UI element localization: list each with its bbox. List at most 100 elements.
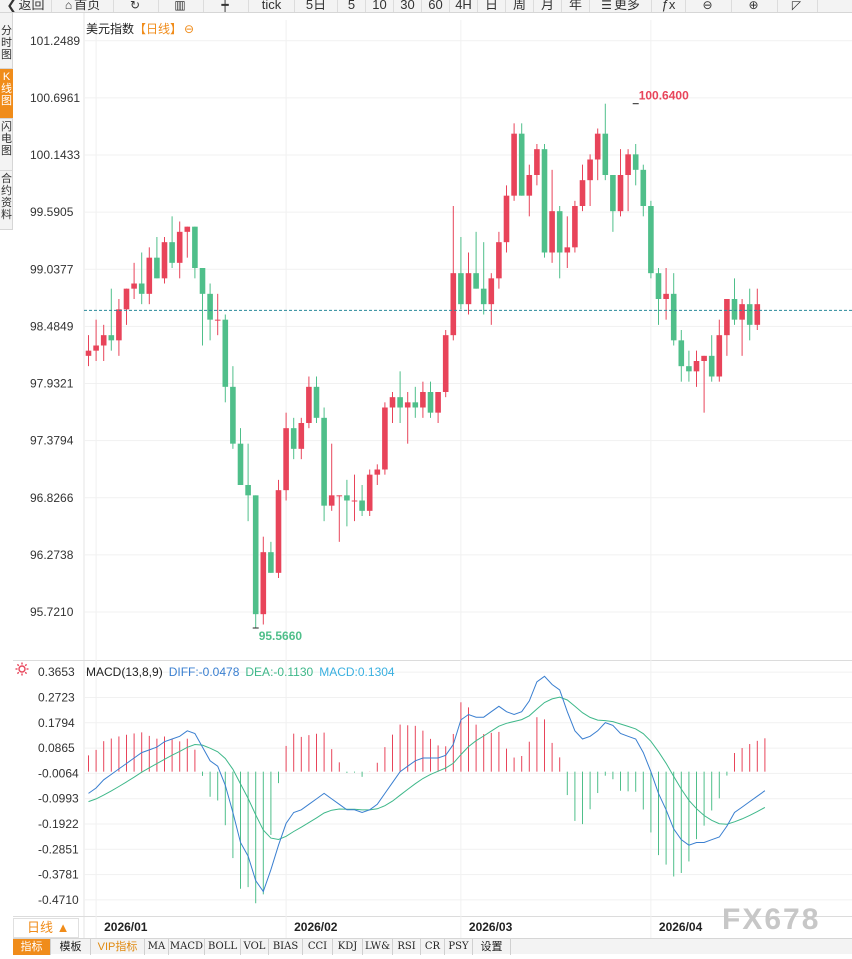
candle-body[interactable] <box>382 407 388 470</box>
zoom-out-button[interactable]: ⊖ <box>686 0 732 12</box>
candle-body[interactable] <box>404 402 411 408</box>
candle-body[interactable] <box>708 355 715 377</box>
side-tab-1[interactable]: K线图 <box>0 69 13 119</box>
candle-body[interactable] <box>442 335 449 392</box>
candle-body[interactable] <box>321 417 327 506</box>
candle-body[interactable] <box>131 283 137 289</box>
period-year[interactable]: 年 <box>562 0 590 12</box>
indicator-tab-7[interactable]: BIAS <box>269 939 303 955</box>
candle-body[interactable] <box>435 392 441 413</box>
candle-body[interactable] <box>351 500 358 502</box>
indicator-tab-8[interactable]: CCI <box>303 939 333 955</box>
candle-body[interactable] <box>199 268 206 294</box>
indicator-tab-0[interactable]: 指标 <box>13 939 51 955</box>
chart-type-button[interactable]: ▥ <box>159 0 204 12</box>
indicator-tab-14[interactable]: 设置 <box>473 939 511 955</box>
candle-body[interactable] <box>366 474 373 511</box>
zoom-in-button[interactable]: ⊕ <box>732 0 778 12</box>
candle-body[interactable] <box>602 133 609 175</box>
candle-body[interactable] <box>640 169 647 206</box>
candle-body[interactable] <box>237 443 244 485</box>
candle-body[interactable] <box>298 423 305 449</box>
candle-body[interactable] <box>541 149 548 253</box>
period-5day[interactable]: 5日 <box>295 0 338 12</box>
candle-body[interactable] <box>207 293 213 320</box>
candle-body[interactable] <box>252 495 259 615</box>
candle-body[interactable] <box>108 335 115 341</box>
candle-body[interactable] <box>245 485 251 496</box>
candle-body[interactable] <box>100 335 107 346</box>
indicator-tab-3[interactable]: MA <box>145 939 169 955</box>
period-30min[interactable]: 30 <box>394 0 422 12</box>
candle-body[interactable] <box>632 154 639 170</box>
period-day[interactable]: 日 <box>478 0 506 12</box>
candle-body[interactable] <box>154 257 160 279</box>
candle-body[interactable] <box>701 355 707 361</box>
candle-body[interactable] <box>496 242 502 279</box>
candle-body[interactable] <box>655 273 662 299</box>
candle-body[interactable] <box>184 226 191 232</box>
candle-body[interactable] <box>556 211 563 253</box>
candle-body[interactable] <box>579 180 586 206</box>
refresh-button[interactable]: ↻ <box>114 0 159 12</box>
candle-body[interactable] <box>138 283 145 294</box>
candle-body[interactable] <box>473 273 479 289</box>
indicator-tab-1[interactable]: 模板 <box>51 939 91 955</box>
candle-body[interactable] <box>731 299 738 320</box>
candle-body[interactable] <box>260 552 267 615</box>
indicator-tab-5[interactable]: BOLL <box>205 939 241 955</box>
candle-body[interactable] <box>116 309 122 341</box>
candle-body[interactable] <box>161 242 168 279</box>
candle-body[interactable] <box>283 428 289 491</box>
indicator-tab-6[interactable]: VOL <box>241 939 269 955</box>
period-tick[interactable]: tick <box>249 0 295 12</box>
candle-body[interactable] <box>93 345 99 351</box>
candle-body[interactable] <box>374 469 381 475</box>
candle-body[interactable] <box>222 319 229 387</box>
indicator-tab-2[interactable]: VIP指标 <box>91 939 145 955</box>
candle-body[interactable] <box>480 288 487 305</box>
candle-body[interactable] <box>663 293 669 299</box>
indicator-tab-10[interactable]: LW& <box>363 939 393 955</box>
candle-body[interactable] <box>526 175 533 196</box>
candle-body[interactable] <box>518 133 525 196</box>
candle-body[interactable] <box>306 386 312 423</box>
period-60min[interactable]: 60 <box>422 0 450 12</box>
back-button[interactable]: ❮ 返回 <box>0 0 52 12</box>
candle-body[interactable] <box>610 175 616 212</box>
candle-body[interactable] <box>397 397 403 408</box>
candle-body[interactable] <box>328 495 335 506</box>
candle-body[interactable] <box>739 304 745 320</box>
candle-body[interactable] <box>511 133 517 196</box>
side-tab-3[interactable]: 合约资料 <box>0 171 13 230</box>
candle-body[interactable] <box>594 133 601 160</box>
candle-body[interactable] <box>534 149 540 175</box>
side-tab-2[interactable]: 闪电图 <box>0 119 13 171</box>
candle-body[interactable] <box>169 242 175 263</box>
period-10min[interactable]: 10 <box>366 0 394 12</box>
candle-body[interactable] <box>678 340 685 367</box>
candle-body[interactable] <box>123 288 130 310</box>
candle-body[interactable] <box>214 319 221 321</box>
candle-body[interactable] <box>587 159 593 181</box>
candle-body[interactable] <box>465 273 472 305</box>
candle-body[interactable] <box>625 154 631 175</box>
candle-body[interactable] <box>450 273 457 336</box>
formula-button[interactable]: ƒx <box>652 0 686 12</box>
candle-body[interactable] <box>359 500 365 511</box>
candle-body[interactable] <box>648 206 654 274</box>
period-selector[interactable]: 日线 ▲ <box>13 918 79 938</box>
cursor-button[interactable]: ◸ <box>778 0 818 12</box>
candle-body[interactable] <box>85 350 92 356</box>
candle-body[interactable] <box>389 397 396 408</box>
indicator-tab-12[interactable]: CR <box>421 939 445 955</box>
more-button[interactable]: ☰ 更多 <box>590 0 652 12</box>
candle-body[interactable] <box>412 402 419 408</box>
indicator-tab-9[interactable]: KDJ <box>333 939 363 955</box>
period-5min[interactable]: 5 <box>338 0 366 12</box>
collapse-icon[interactable]: ⊖ <box>184 22 195 36</box>
side-tab-0[interactable]: 分时图 <box>0 23 13 69</box>
candle-body[interactable] <box>670 293 677 341</box>
candle-body[interactable] <box>192 226 198 268</box>
